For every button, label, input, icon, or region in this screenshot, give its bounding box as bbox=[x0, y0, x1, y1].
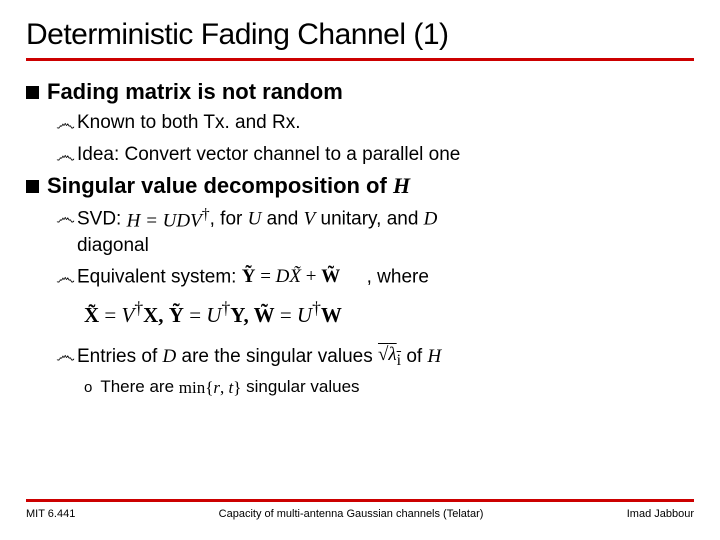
curl-bullet-icon: ෴ bbox=[56, 143, 75, 169]
svd-line: SVD: H = UDV† , for U and V unitary, and… bbox=[77, 205, 437, 259]
footer: MIT 6.441 Capacity of multi-antenna Gaus… bbox=[26, 499, 694, 520]
math-eq: = bbox=[99, 303, 121, 327]
title-divider bbox=[26, 58, 694, 61]
heading-var: H bbox=[393, 173, 410, 198]
bullet-level2: ෴ Known to both Tx. and Rx. bbox=[56, 111, 694, 137]
bullet-level1: Fading matrix is not random bbox=[26, 79, 694, 105]
math-eq: = bbox=[275, 303, 297, 327]
math-dagger: † bbox=[202, 206, 210, 223]
eqsys-equation: Ỹ = DX̃ + W̃ bbox=[242, 265, 341, 290]
var-u: U bbox=[248, 209, 262, 230]
math-dag: † bbox=[134, 298, 143, 318]
var-d: D bbox=[163, 346, 177, 367]
math-plus: + bbox=[301, 266, 321, 287]
footer-right: Imad Jabbour bbox=[627, 508, 694, 520]
bullet-level2: ෴ Idea: Convert vector channel to a para… bbox=[56, 143, 694, 169]
section2-heading: Singular value decomposition of H bbox=[47, 173, 410, 199]
text: unitary, and bbox=[315, 209, 423, 230]
slide-content: Fading matrix is not random ෴ Known to b… bbox=[26, 79, 694, 398]
square-bullet-icon bbox=[26, 180, 39, 193]
section1-item: Known to both Tx. and Rx. bbox=[77, 111, 301, 136]
svd-label: SVD: bbox=[77, 209, 127, 230]
math-u: U bbox=[297, 303, 312, 327]
math-w: W̃ bbox=[254, 303, 275, 327]
bullet-level3: o There are min{r, t} singular values bbox=[84, 377, 694, 398]
curl-bullet-icon: ෴ bbox=[56, 265, 75, 291]
math-dx: DX̃ bbox=[276, 266, 301, 287]
math-eq: = bbox=[255, 266, 275, 287]
math-eq: H = UDV bbox=[127, 210, 202, 231]
min-expr: min{r, t} bbox=[179, 378, 242, 398]
entries-line: Entries of D are the singular values √λi… bbox=[77, 343, 441, 371]
math-v: V bbox=[122, 303, 135, 327]
math-yb: Y, bbox=[230, 303, 253, 327]
text: and bbox=[261, 209, 303, 230]
section1-heading: Fading matrix is not random bbox=[47, 79, 343, 105]
var-h: H bbox=[427, 346, 441, 367]
text: There are bbox=[100, 377, 178, 396]
math-dag: † bbox=[221, 298, 230, 318]
bullet-level2: ෴ Equivalent system: Ỹ = DX̃ + W̃ , wher… bbox=[56, 265, 694, 291]
footer-center: Capacity of multi-antenna Gaussian chann… bbox=[219, 508, 484, 520]
bullet-level2: ෴ Entries of D are the singular values √… bbox=[56, 343, 694, 371]
math-x: X̃ bbox=[84, 303, 99, 327]
curl-bullet-icon: ෴ bbox=[56, 111, 75, 137]
svd-equation: H = UDV† bbox=[127, 205, 210, 234]
math-u: U bbox=[206, 303, 221, 327]
sqrt-lambda: √λi bbox=[378, 343, 401, 371]
math-wb: W bbox=[321, 303, 342, 327]
square-bullet-icon bbox=[26, 86, 39, 99]
footer-divider bbox=[26, 499, 694, 502]
math-w: W̃ bbox=[321, 266, 340, 287]
text: are the singular values bbox=[176, 346, 378, 367]
math-eq: = bbox=[184, 303, 206, 327]
heading-text: Singular value decomposition of bbox=[47, 173, 393, 198]
circle-bullet-icon: o bbox=[84, 379, 92, 396]
count-line: There are min{r, t} singular values bbox=[100, 377, 359, 398]
defs-line: X̃ = V†X, Ỹ = U†Y, W̃ = U†W bbox=[84, 297, 694, 329]
math-xb: X, bbox=[143, 303, 169, 327]
footer-row: MIT 6.441 Capacity of multi-antenna Gaus… bbox=[26, 508, 694, 520]
math-y: Ỹ bbox=[242, 266, 256, 287]
footer-left: MIT 6.441 bbox=[26, 508, 75, 520]
section1-item: Idea: Convert vector channel to a parall… bbox=[77, 143, 460, 168]
math-sqrt: √ bbox=[378, 344, 388, 365]
eqsys-label: Equivalent system: bbox=[77, 266, 242, 287]
text: , for bbox=[210, 209, 248, 230]
bullet-level1: Singular value decomposition of H bbox=[26, 173, 694, 199]
slide-title: Deterministic Fading Channel (1) bbox=[26, 18, 694, 52]
math-lambda: λ bbox=[388, 344, 396, 365]
math-y: Ỹ bbox=[169, 303, 184, 327]
text: , bbox=[220, 378, 229, 397]
defs-equation: X̃ = V†X, Ỹ = U†Y, W̃ = U†W bbox=[84, 297, 342, 329]
curl-bullet-icon: ෴ bbox=[56, 343, 75, 369]
var-d: D bbox=[424, 209, 438, 230]
bullet-level2: ෴ SVD: H = UDV† , for U and V unitary, a… bbox=[56, 205, 694, 259]
curl-bullet-icon: ෴ bbox=[56, 205, 75, 231]
var-v: V bbox=[304, 209, 316, 230]
text: diagonal bbox=[77, 235, 149, 256]
math-dag: † bbox=[312, 298, 321, 318]
text: of bbox=[401, 346, 427, 367]
eqsys-line: Equivalent system: Ỹ = DX̃ + W̃ , where bbox=[77, 265, 429, 290]
text: Entries of bbox=[77, 346, 163, 367]
text: singular values bbox=[241, 377, 359, 396]
math-min: min{ bbox=[179, 378, 214, 397]
text: , where bbox=[361, 266, 429, 287]
